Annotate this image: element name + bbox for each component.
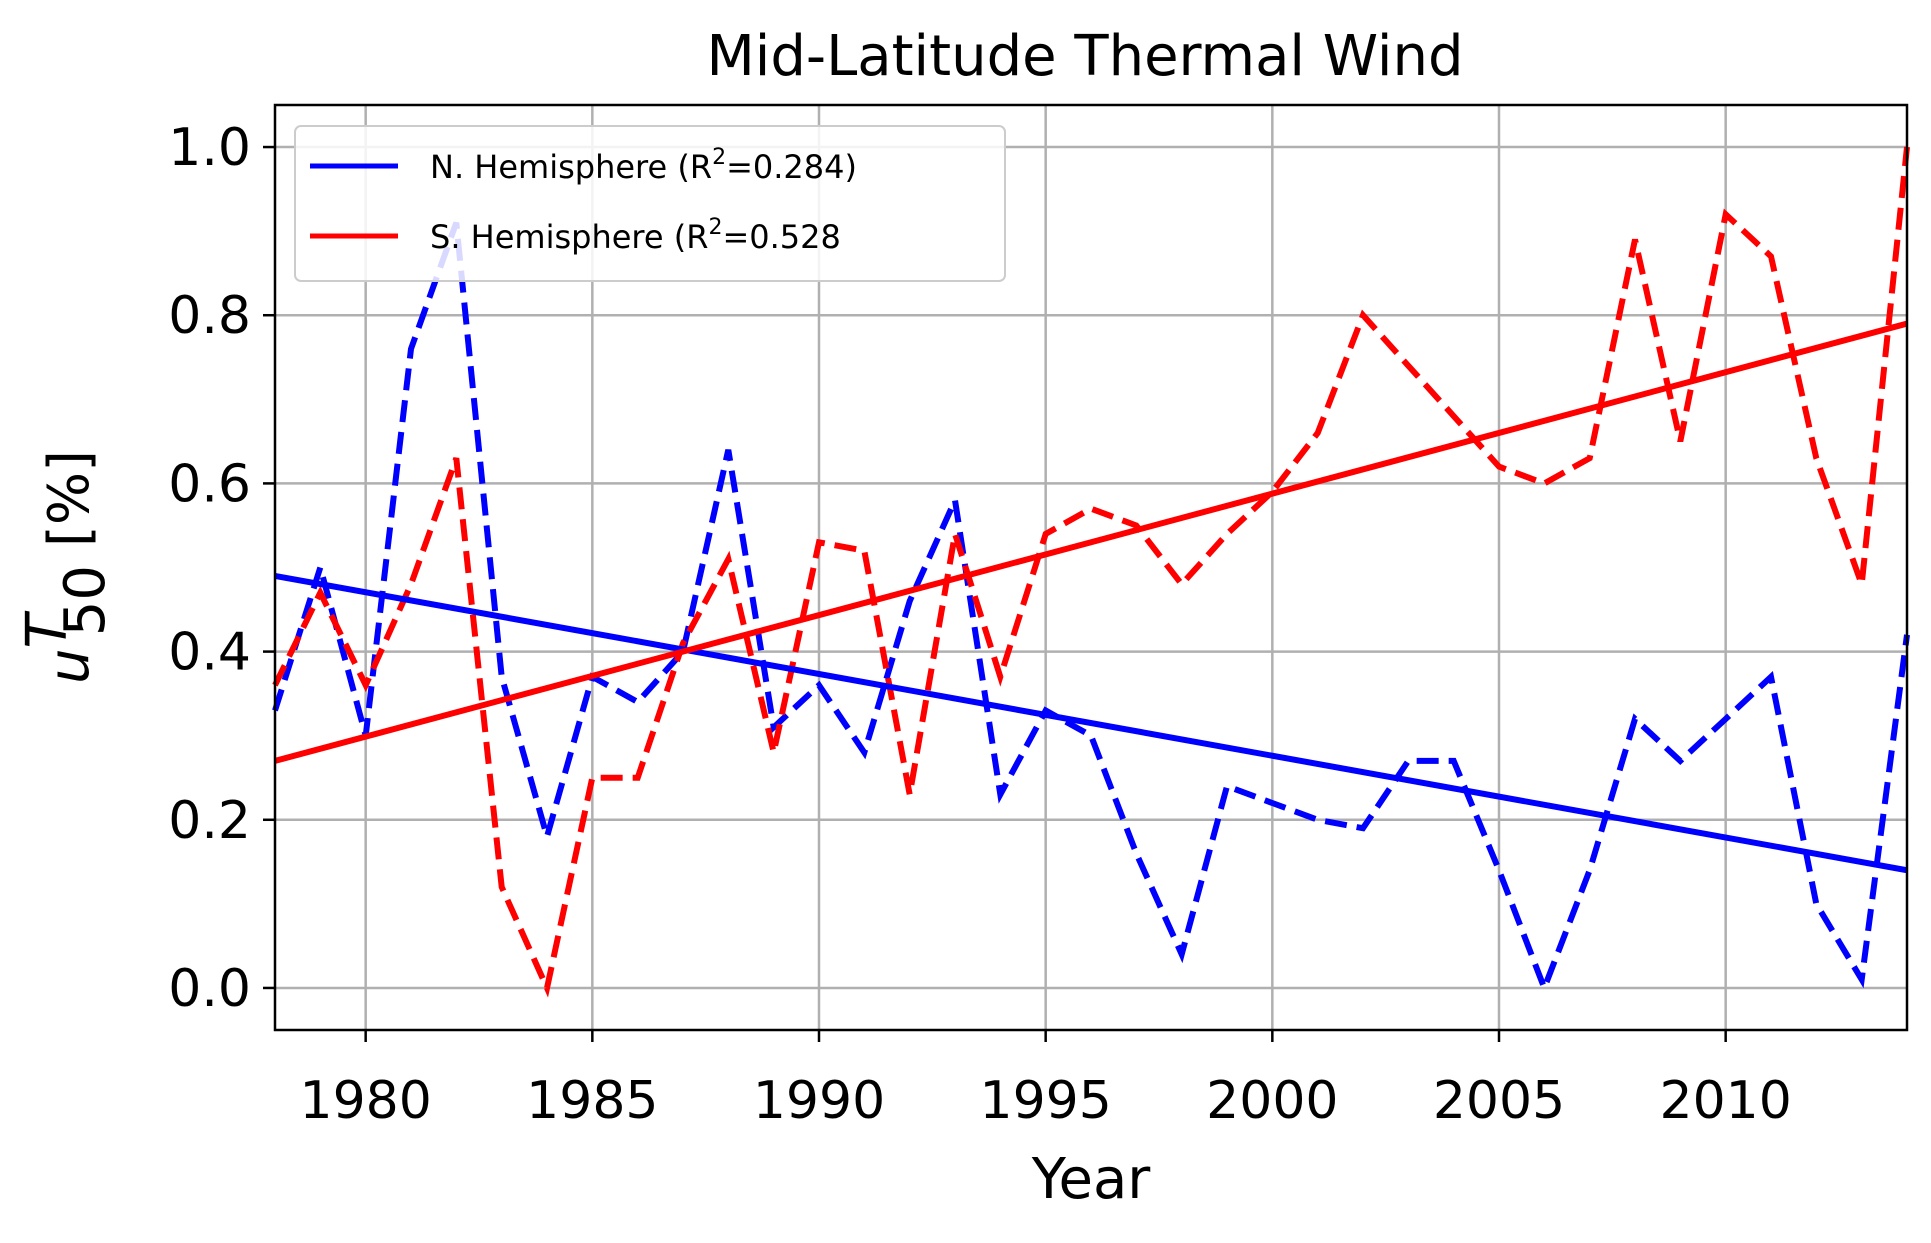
trend-line-3 <box>274 320 1908 764</box>
legend-label-s-sup: 2 <box>708 215 722 240</box>
y-tick-label: 0.6 <box>168 454 251 514</box>
y-tick-label: 0.0 <box>168 959 251 1019</box>
y-axis-label-sub: 50 <box>53 565 118 636</box>
y-tick-label: 1.0 <box>168 118 251 178</box>
plot-frame <box>273 103 1909 1032</box>
y-tick-label: 0.4 <box>168 623 251 683</box>
x-tick-label: 1980 <box>299 1071 431 1131</box>
x-tick-label: 2000 <box>1206 1071 1338 1131</box>
x-tick-label: 1995 <box>979 1071 1111 1131</box>
chart-title: Mid-Latitude Thermal Wind <box>706 24 1463 89</box>
y-axis-label-symbol: u <box>37 648 102 684</box>
x-tick-label: 1990 <box>753 1071 885 1131</box>
y-axis-label-sup: T <box>15 610 80 648</box>
x-tick-label: 2005 <box>1433 1071 1565 1131</box>
legend-box <box>294 125 1006 282</box>
legend-label-n-sup: 2 <box>712 145 726 170</box>
y-axis-label: uT50 [%] <box>15 450 118 684</box>
dashed-series-line-1 <box>272 146 1910 998</box>
x-axis-label: Year <box>1031 1147 1152 1212</box>
svg-text:uT50[%]: uT50 [%] <box>15 450 118 684</box>
legend-label-s-suffix: =0.528 <box>722 218 840 256</box>
y-tick-label: 0.2 <box>168 791 251 851</box>
dashed-series-line-0 <box>272 221 1910 997</box>
y-axis-label-unit: [%] <box>37 450 102 547</box>
x-tick-label: 2010 <box>1659 1071 1791 1131</box>
legend-label-n-hemisphere: N. Hemisphere (R2=0.284) <box>430 145 857 186</box>
trend-line-2 <box>274 572 1908 874</box>
ticks: 1980 1985 1990 1995 2000 2005 2010 0.0 0.2 0.4 0.6… <box>168 118 1792 1131</box>
legend-label-n-suffix: =0.284) <box>726 148 857 186</box>
y-tick-label: 0.8 <box>168 286 251 346</box>
legend: N. Hemisphere (R2=0.284) S. Hemisphere (… <box>294 125 1006 282</box>
legend-label-s-prefix: S. Hemisphere (R <box>430 218 708 256</box>
legend-label-n-prefix: N. Hemisphere (R <box>430 148 712 186</box>
legend-label-s-hemisphere: S. Hemisphere (R2=0.528 <box>430 215 841 256</box>
x-tick-label: 1985 <box>526 1071 658 1131</box>
series <box>272 146 1910 998</box>
